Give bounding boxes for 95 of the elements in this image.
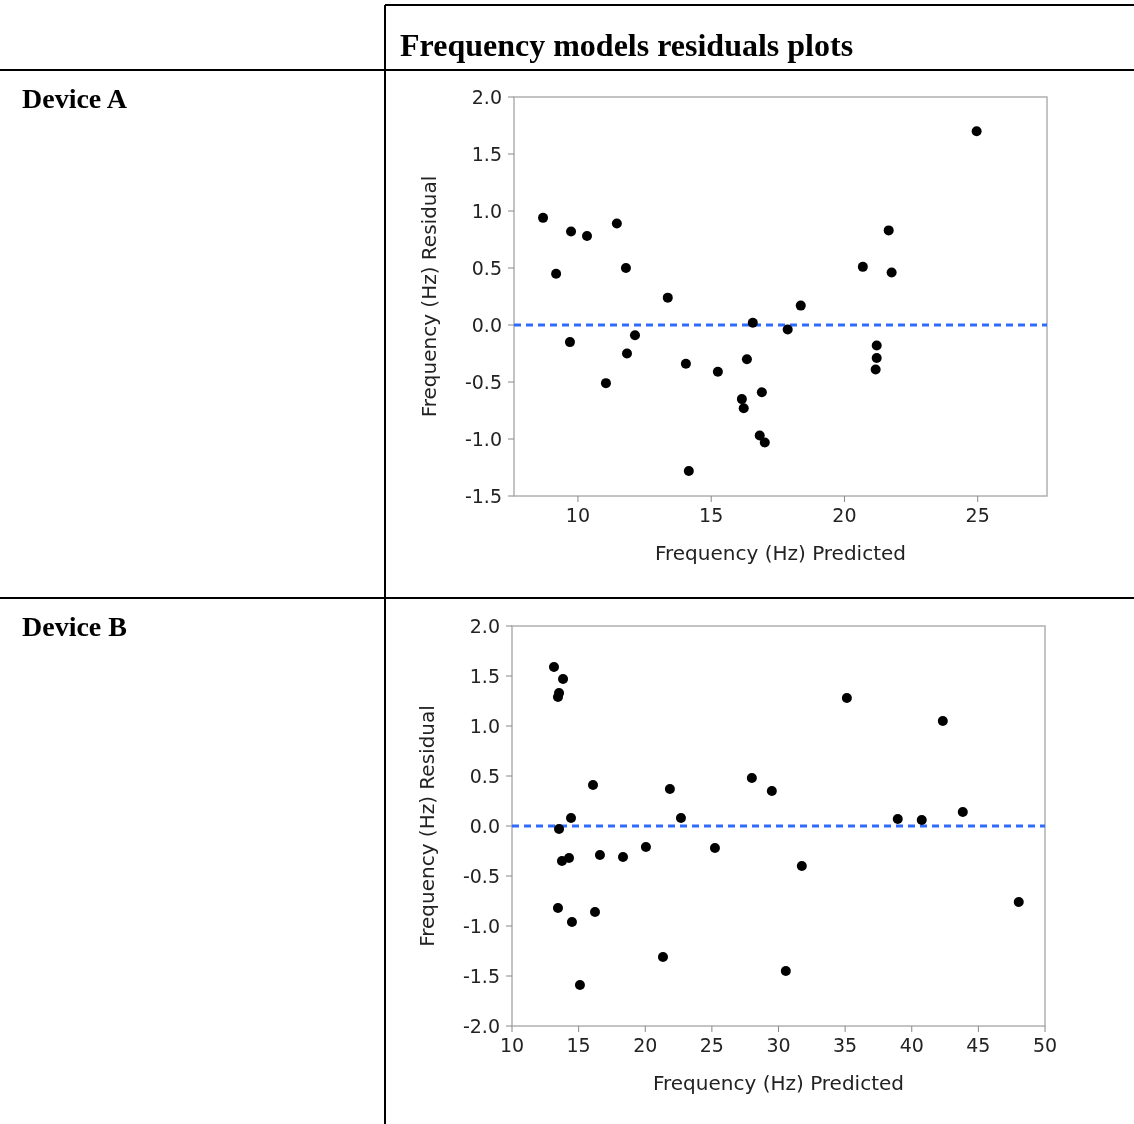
x-tick-label: 50 bbox=[1032, 1034, 1058, 1056]
point bbox=[892, 814, 903, 824]
y-tick-label: -1.5 bbox=[464, 485, 502, 507]
point bbox=[554, 824, 565, 834]
point bbox=[795, 300, 806, 311]
x-tick-label: 20 bbox=[832, 504, 857, 526]
x-tick-label: 15 bbox=[566, 1034, 591, 1056]
point bbox=[552, 903, 563, 913]
y-tick-label: 1.5 bbox=[469, 665, 500, 687]
x-axis-title: Frequency (Hz) Predicted bbox=[652, 1071, 905, 1095]
point bbox=[618, 852, 628, 862]
point bbox=[738, 403, 749, 414]
y-tick-label: 1.0 bbox=[469, 715, 500, 737]
x-tick-label: 25 bbox=[699, 1034, 724, 1056]
x-tick-label: 40 bbox=[899, 1034, 924, 1056]
point bbox=[916, 815, 927, 825]
point bbox=[741, 354, 752, 365]
y-tick-label: 0.5 bbox=[471, 257, 502, 279]
point bbox=[683, 465, 694, 476]
x-tick-label: 45 bbox=[966, 1034, 991, 1056]
point bbox=[886, 267, 897, 278]
y-axis-title: Frequency (Hz) Residual bbox=[417, 175, 441, 418]
x-tick-label: 10 bbox=[565, 504, 591, 526]
y-tick-label: 0.0 bbox=[471, 314, 502, 336]
point bbox=[538, 212, 549, 223]
x-tick-label: 20 bbox=[633, 1034, 658, 1056]
point bbox=[756, 387, 767, 398]
point bbox=[709, 843, 720, 853]
point bbox=[747, 317, 758, 328]
y-tick-label: -1.0 bbox=[462, 915, 500, 937]
point bbox=[712, 366, 723, 377]
y-tick-label: 2.0 bbox=[471, 86, 502, 108]
x-axis-title: Frequency (Hz) Predicted bbox=[654, 541, 907, 565]
point bbox=[657, 952, 668, 962]
x-tick-label: 15 bbox=[699, 504, 724, 526]
point bbox=[782, 324, 793, 335]
point bbox=[548, 662, 559, 672]
y-tick-label: -0.5 bbox=[464, 371, 502, 393]
point bbox=[594, 850, 605, 860]
y-tick-label: 1.5 bbox=[471, 143, 502, 165]
point bbox=[664, 784, 675, 794]
point bbox=[680, 358, 691, 369]
point bbox=[640, 842, 651, 852]
x-tick-label: 25 bbox=[965, 504, 990, 526]
y-tick-label: 0.5 bbox=[469, 765, 500, 787]
text: Device A bbox=[22, 83, 128, 114]
point bbox=[566, 917, 577, 927]
point bbox=[590, 907, 601, 917]
point bbox=[871, 340, 882, 351]
y-tick-label: 0.0 bbox=[469, 815, 500, 837]
point bbox=[551, 268, 562, 279]
point bbox=[582, 231, 593, 242]
text: Frequency models residuals plots bbox=[400, 27, 854, 63]
point bbox=[662, 292, 673, 303]
point bbox=[564, 853, 575, 863]
point bbox=[883, 225, 894, 236]
point bbox=[871, 353, 882, 364]
point bbox=[600, 378, 611, 389]
x-tick-label: 35 bbox=[833, 1034, 858, 1056]
point bbox=[841, 693, 852, 703]
y-tick-label: -1.0 bbox=[464, 428, 502, 450]
point bbox=[564, 337, 575, 348]
point bbox=[796, 861, 807, 871]
y-tick-label: -0.5 bbox=[462, 865, 500, 887]
point bbox=[870, 364, 881, 375]
point bbox=[558, 674, 569, 684]
y-tick-label: 1.0 bbox=[471, 200, 502, 222]
point bbox=[552, 692, 563, 702]
y-tick-label: 2.0 bbox=[469, 615, 500, 637]
text: Device B bbox=[22, 611, 127, 642]
point bbox=[957, 807, 968, 817]
point bbox=[746, 773, 757, 783]
point bbox=[1013, 897, 1024, 907]
x-tick-label: 10 bbox=[499, 1034, 525, 1056]
point bbox=[629, 330, 640, 341]
point bbox=[857, 261, 868, 272]
point bbox=[971, 126, 982, 137]
point bbox=[566, 226, 577, 237]
point bbox=[937, 716, 948, 726]
point bbox=[736, 394, 747, 405]
point bbox=[754, 430, 765, 441]
point bbox=[675, 813, 686, 823]
y-tick-label: -2.0 bbox=[462, 1015, 500, 1037]
point bbox=[611, 218, 622, 229]
point bbox=[622, 348, 632, 359]
y-tick-label: -1.5 bbox=[462, 965, 500, 987]
point bbox=[780, 966, 791, 976]
point bbox=[766, 786, 777, 796]
y-axis-title: Frequency (Hz) Residual bbox=[415, 705, 439, 947]
x-tick-label: 30 bbox=[766, 1034, 791, 1056]
point bbox=[574, 980, 585, 990]
point bbox=[759, 437, 770, 448]
point bbox=[566, 813, 577, 823]
point bbox=[588, 780, 599, 790]
point bbox=[620, 263, 631, 273]
